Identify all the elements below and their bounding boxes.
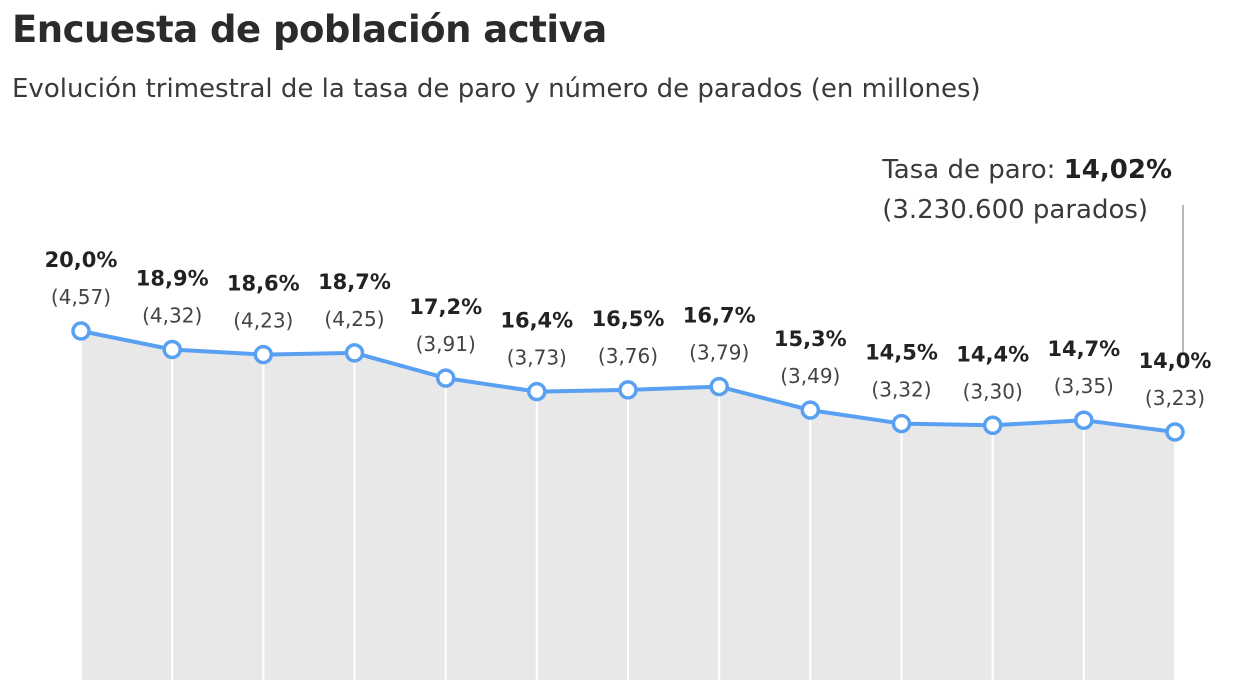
annotation-rate-line: Tasa de paro: 14,02% — [882, 150, 1172, 190]
parados-label-4: (3,91) — [416, 332, 476, 356]
data-point-11 — [1074, 410, 1094, 430]
annotation-rate-prefix: Tasa de paro: — [882, 155, 1064, 185]
grid-layer — [80, 331, 1176, 680]
data-point-9 — [891, 413, 912, 434]
parados-label-5: (3,73) — [507, 346, 567, 370]
rate-label-7: 16,7% — [683, 304, 756, 328]
parados-label-3: (4,25) — [324, 307, 384, 331]
parados-label-2: (4,23) — [233, 309, 293, 333]
parados-label-0: (4,57) — [51, 285, 111, 309]
parados-label-9: (3,32) — [871, 378, 931, 402]
rate-label-4: 17,2% — [409, 295, 482, 319]
rate-label-9: 14,5% — [865, 341, 938, 365]
data-point-8 — [800, 400, 821, 420]
rate-label-11: 14,7% — [1047, 337, 1120, 361]
rate-label-1: 18,9% — [136, 267, 209, 291]
parados-label-10: (3,30) — [963, 379, 1023, 403]
parados-label-12: (3,23) — [1145, 386, 1205, 410]
latest-value-annotation: Tasa de paro: 14,02% (3.230.600 parados) — [882, 150, 1172, 230]
data-point-3 — [344, 343, 365, 363]
rate-label-6: 16,5% — [592, 307, 665, 331]
data-point-10 — [982, 415, 1003, 436]
data-point-2 — [253, 344, 274, 365]
data-point-4 — [435, 368, 456, 388]
parados-label-11: (3,35) — [1054, 374, 1114, 398]
parados-label-6: (3,76) — [598, 344, 658, 368]
data-point-5 — [527, 381, 547, 402]
chart-title: Encuesta de población activa — [12, 8, 607, 51]
chart-subtitle: Evolución trimestral de la tasa de paro … — [12, 74, 981, 104]
marker-layer — [71, 321, 1185, 442]
data-point-12 — [1165, 422, 1185, 442]
annotation-rate-value: 14,02% — [1063, 155, 1172, 185]
rate-label-8: 15,3% — [774, 327, 847, 351]
data-point-6 — [618, 380, 638, 400]
rate-label-0: 20,0% — [45, 248, 118, 272]
rate-label-5: 16,4% — [500, 309, 573, 333]
annotation-parados: (3.230.600 parados) — [882, 195, 1149, 225]
data-point-0 — [71, 321, 91, 341]
rate-label-10: 14,4% — [956, 342, 1029, 366]
parados-label-7: (3,79) — [689, 341, 749, 365]
data-point-1 — [162, 339, 182, 360]
rate-label-2: 18,6% — [227, 272, 300, 296]
rate-label-3: 18,7% — [318, 270, 391, 294]
parados-label-8: (3,49) — [780, 364, 840, 388]
parados-label-1: (4,32) — [142, 304, 202, 328]
label-layer: 20,0% (4,57) 18,9% (4,32) 18,6% (4,23) 18,7% (4… — [45, 248, 1212, 410]
rate-label-12: 14,0% — [1139, 349, 1212, 373]
data-point-7 — [709, 376, 729, 397]
